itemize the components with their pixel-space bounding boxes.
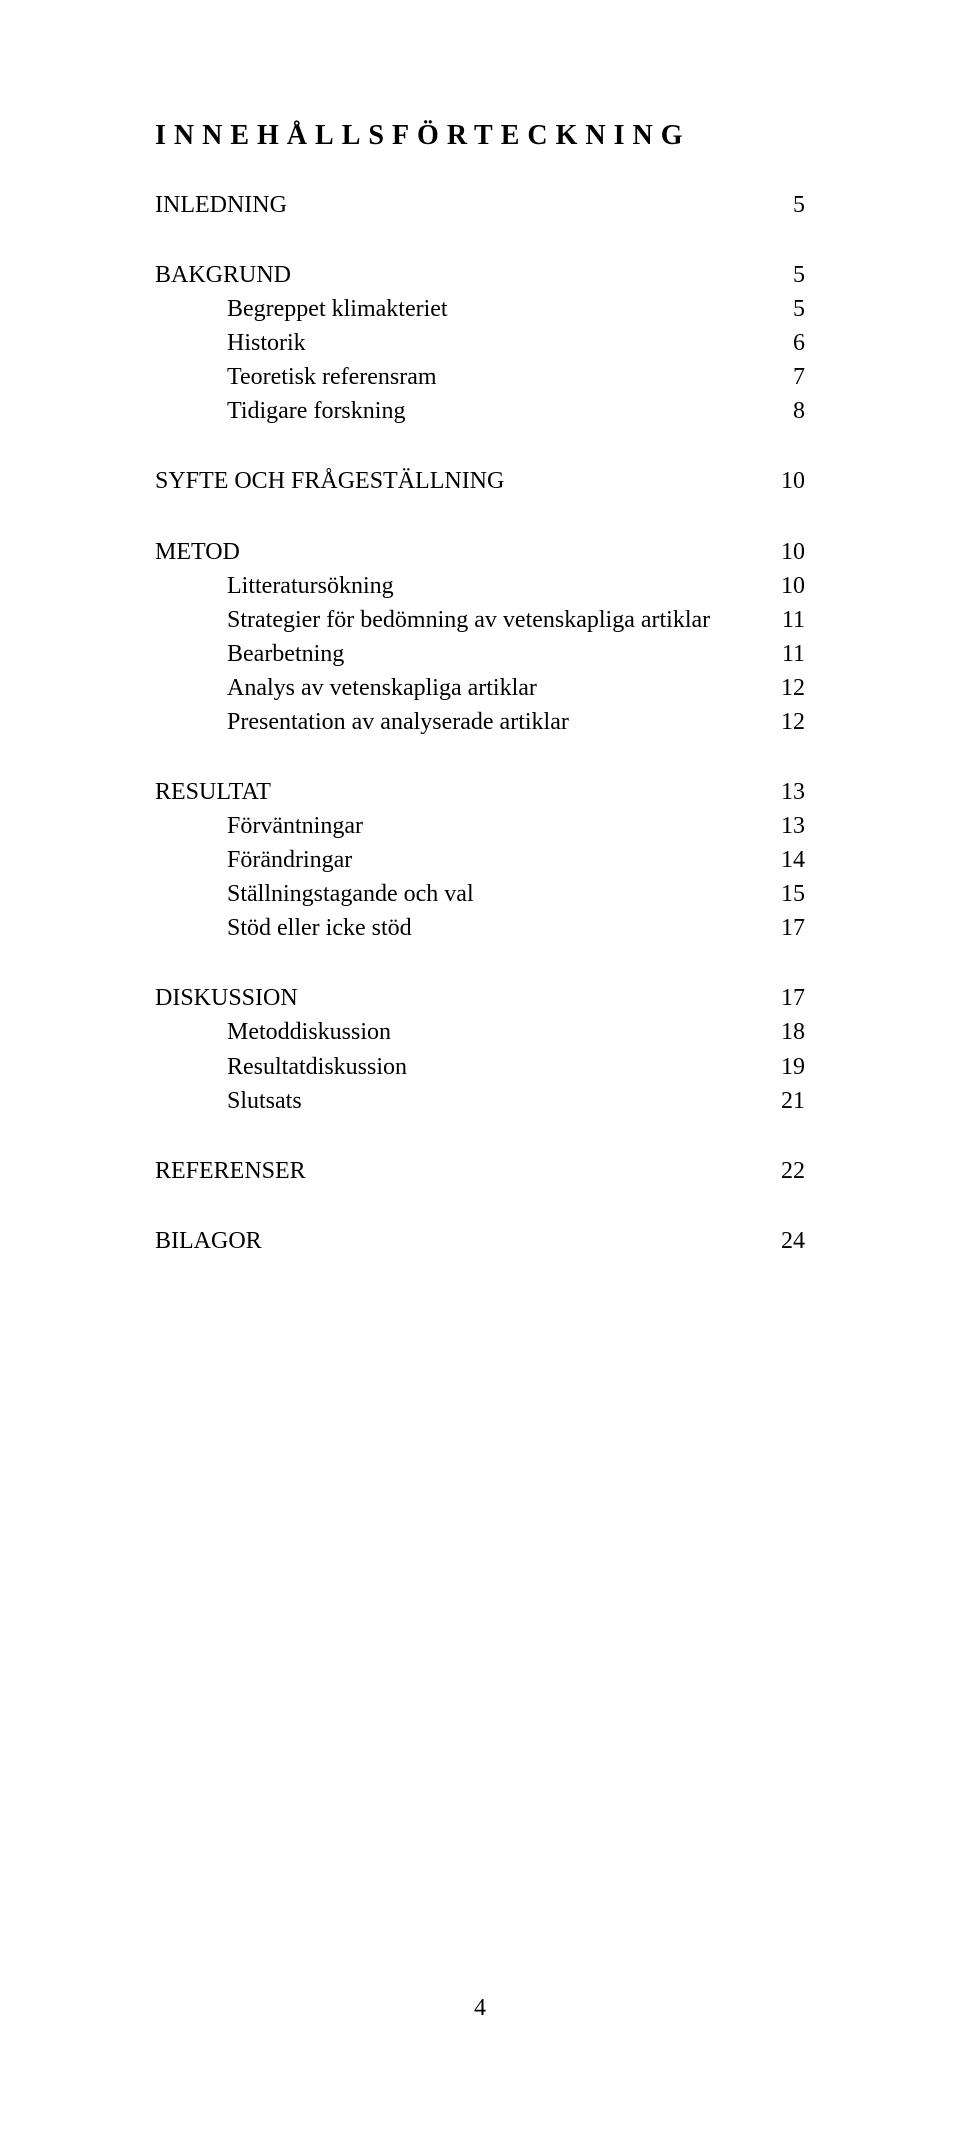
toc-entry-page: 8	[765, 394, 805, 428]
toc-entry-label: Presentation av analyserade artiklar	[227, 705, 765, 739]
toc-entry-label: Ställningstagande och val	[227, 877, 765, 911]
toc-entry-page: 19	[765, 1050, 805, 1084]
toc-entry-page: 13	[765, 775, 805, 809]
toc-entry-label: BAKGRUND	[155, 258, 765, 292]
toc-entry-page: 12	[765, 705, 805, 739]
toc-entry: Bearbetning 11	[155, 637, 805, 671]
toc-entry-page: 6	[765, 326, 805, 360]
toc-entry-label: Analys av vetenskapliga artiklar	[227, 671, 765, 705]
toc-entry: Förändringar 14	[155, 843, 805, 877]
toc-entry-page: 14	[765, 843, 805, 877]
toc-entry: Presentation av analyserade artiklar 12	[155, 705, 805, 739]
toc-entry-page: 5	[765, 188, 805, 222]
toc-entry: METOD 10	[155, 535, 805, 569]
toc-entry: Tidigare forskning 8	[155, 394, 805, 428]
toc-entry-page: 11	[765, 637, 805, 671]
toc-entry: BILAGOR 24	[155, 1224, 805, 1258]
toc-entry-label: REFERENSER	[155, 1154, 765, 1188]
page-number: 4	[0, 1995, 960, 2022]
toc-entry-label: Resultatdiskussion	[227, 1050, 765, 1084]
toc-section: METOD 10 Litteratursökning 10 Strategier…	[155, 535, 805, 739]
toc-entry: Resultatdiskussion 19	[155, 1050, 805, 1084]
toc-entry-label: SYFTE OCH FRÅGESTÄLLNING	[155, 464, 765, 498]
page-title: INNEHÅLLSFÖRTECKNING	[155, 120, 805, 152]
toc-entry-label: BILAGOR	[155, 1224, 765, 1258]
toc-entry-label: Begreppet klimakteriet	[227, 292, 765, 326]
toc-entry-page: 15	[765, 877, 805, 911]
toc-entry-page: 13	[765, 809, 805, 843]
toc-entry: REFERENSER 22	[155, 1154, 805, 1188]
toc-entry: SYFTE OCH FRÅGESTÄLLNING 10	[155, 464, 805, 498]
toc-entry: BAKGRUND 5	[155, 258, 805, 292]
toc-entry-label: METOD	[155, 535, 765, 569]
toc-entry: Slutsats 21	[155, 1084, 805, 1118]
toc-section: BAKGRUND 5 Begreppet klimakteriet 5 Hist…	[155, 258, 805, 428]
toc-entry-label: Stöd eller icke stöd	[227, 911, 765, 945]
toc-entry-page: 18	[765, 1015, 805, 1049]
toc-entry-label: Förändringar	[227, 843, 765, 877]
toc-entry: Ställningstagande och val 15	[155, 877, 805, 911]
toc-entry-label: RESULTAT	[155, 775, 765, 809]
toc-entry: RESULTAT 13	[155, 775, 805, 809]
toc-section: REFERENSER 22	[155, 1154, 805, 1188]
toc-entry: Historik 6	[155, 326, 805, 360]
toc-entry: Strategier för bedömning av vetenskaplig…	[155, 603, 805, 637]
toc-entry-page: 24	[765, 1224, 805, 1258]
toc-entry: Analys av vetenskapliga artiklar 12	[155, 671, 805, 705]
toc-entry-page: 17	[765, 981, 805, 1015]
toc-entry-page: 11	[765, 603, 805, 637]
toc-section: RESULTAT 13 Förväntningar 13 Förändringa…	[155, 775, 805, 945]
toc-entry: INLEDNING 5	[155, 188, 805, 222]
toc-section: BILAGOR 24	[155, 1224, 805, 1258]
toc-entry-page: 10	[765, 569, 805, 603]
toc-entry-page: 22	[765, 1154, 805, 1188]
toc-entry: Teoretisk referensram 7	[155, 360, 805, 394]
toc-entry-label: Strategier för bedömning av vetenskaplig…	[227, 603, 765, 637]
toc-entry: Begreppet klimakteriet 5	[155, 292, 805, 326]
toc-entry-label: Historik	[227, 326, 765, 360]
document-page: INNEHÅLLSFÖRTECKNING INLEDNING 5 BAKGRUN…	[0, 0, 960, 2132]
toc-entry-page: 10	[765, 464, 805, 498]
toc-entry-label: Metoddiskussion	[227, 1015, 765, 1049]
toc-entry-label: Litteratursökning	[227, 569, 765, 603]
toc-entry-label: Bearbetning	[227, 637, 765, 671]
toc-section: SYFTE OCH FRÅGESTÄLLNING 10	[155, 464, 805, 498]
toc-entry-label: Förväntningar	[227, 809, 765, 843]
toc-entry-page: 7	[765, 360, 805, 394]
toc-entry: Stöd eller icke stöd 17	[155, 911, 805, 945]
toc-entry: DISKUSSION 17	[155, 981, 805, 1015]
toc-entry-page: 5	[765, 292, 805, 326]
toc-entry-page: 10	[765, 535, 805, 569]
toc-entry-page: 5	[765, 258, 805, 292]
toc-entry: Metoddiskussion 18	[155, 1015, 805, 1049]
toc-entry-label: DISKUSSION	[155, 981, 765, 1015]
toc-section: INLEDNING 5	[155, 188, 805, 222]
toc-entry-label: Teoretisk referensram	[227, 360, 765, 394]
toc-entry-label: Tidigare forskning	[227, 394, 765, 428]
toc-entry-page: 21	[765, 1084, 805, 1118]
toc-entry-page: 12	[765, 671, 805, 705]
toc-entry: Litteratursökning 10	[155, 569, 805, 603]
toc-entry-label: INLEDNING	[155, 188, 765, 222]
toc-entry-label: Slutsats	[227, 1084, 765, 1118]
toc-entry: Förväntningar 13	[155, 809, 805, 843]
toc-entry-page: 17	[765, 911, 805, 945]
toc-section: DISKUSSION 17 Metoddiskussion 18 Resulta…	[155, 981, 805, 1117]
